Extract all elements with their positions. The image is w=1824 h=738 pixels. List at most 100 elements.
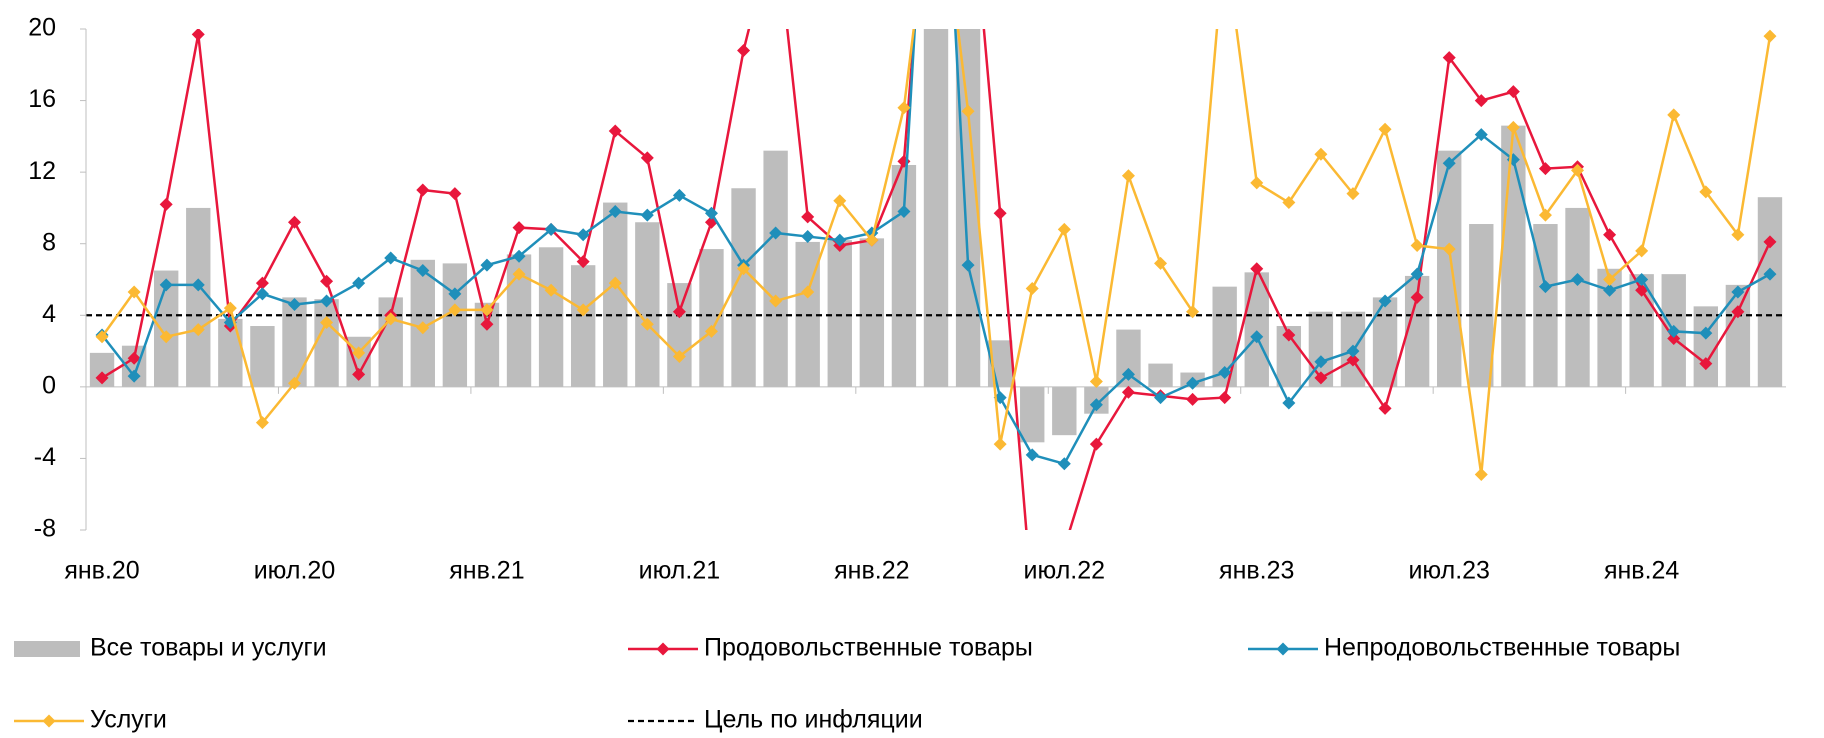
marker <box>576 228 590 242</box>
bar <box>1020 386 1045 443</box>
line <box>101 29 1772 530</box>
marker <box>865 233 879 247</box>
marker <box>1699 185 1713 199</box>
marker <box>255 287 269 301</box>
marker <box>1667 332 1681 346</box>
marker <box>1474 128 1488 142</box>
marker <box>1731 228 1745 242</box>
marker <box>127 351 141 365</box>
marker <box>833 194 847 208</box>
bar <box>1757 197 1783 387</box>
marker <box>127 369 141 383</box>
marker <box>1250 176 1264 190</box>
marker <box>1538 162 1552 176</box>
marker <box>191 29 205 41</box>
y-tick-label: 4 <box>42 300 56 328</box>
marker <box>1410 267 1424 281</box>
y-tick-label: 16 <box>28 85 56 113</box>
marker <box>1699 357 1713 371</box>
marker <box>1346 187 1360 201</box>
x-tick-label: июл.22 <box>1024 557 1106 585</box>
bar <box>763 150 788 387</box>
marker <box>1250 330 1264 344</box>
marker <box>1603 283 1617 297</box>
marker <box>1378 401 1392 415</box>
marker <box>737 262 751 276</box>
plot-area <box>86 29 1786 608</box>
marker <box>1089 398 1103 412</box>
marker <box>1410 290 1424 304</box>
marker <box>352 367 366 381</box>
marker <box>159 330 173 344</box>
marker <box>640 151 654 165</box>
marker <box>769 226 783 240</box>
marker <box>1186 392 1200 406</box>
marker <box>191 278 205 292</box>
marker <box>1025 448 1039 462</box>
marker <box>1057 457 1071 471</box>
marker <box>1410 239 1424 253</box>
x-tick-label: янв.24 <box>1604 557 1679 585</box>
marker <box>480 258 494 272</box>
marker <box>191 323 205 337</box>
marker <box>1442 242 1456 256</box>
marker <box>1218 366 1232 380</box>
marker <box>95 330 109 344</box>
legend-label: Услуги <box>90 706 167 734</box>
marker <box>1026 595 1039 608</box>
marker <box>1121 367 1135 381</box>
marker <box>769 294 783 308</box>
marker <box>1474 94 1488 108</box>
marker <box>159 197 173 211</box>
legend-swatch <box>656 642 670 656</box>
marker <box>352 276 366 290</box>
marker <box>287 215 301 229</box>
marker <box>352 346 366 360</box>
bar <box>1565 207 1590 387</box>
marker <box>1603 273 1617 286</box>
bar <box>250 326 275 387</box>
bar <box>442 263 468 387</box>
marker <box>544 222 558 236</box>
x-tick-label: июл.21 <box>639 557 721 585</box>
marker <box>512 221 526 235</box>
bar <box>1148 363 1173 387</box>
marker <box>1635 273 1649 286</box>
marker <box>737 43 751 57</box>
marker <box>1571 273 1585 286</box>
marker <box>672 188 686 202</box>
marker <box>1667 108 1681 122</box>
marker <box>961 258 975 272</box>
marker <box>1282 196 1296 210</box>
bar <box>282 297 307 387</box>
marker <box>1314 371 1328 385</box>
bar <box>538 247 564 387</box>
marker <box>608 276 622 290</box>
bar <box>667 283 692 387</box>
marker <box>1154 256 1168 270</box>
marker <box>1506 85 1520 99</box>
bar <box>1372 297 1398 387</box>
marker <box>1763 235 1777 249</box>
marker <box>416 183 430 197</box>
bar <box>731 188 756 387</box>
bar <box>1725 284 1751 387</box>
marker <box>801 230 815 244</box>
marker <box>608 124 622 138</box>
marker <box>1763 29 1777 43</box>
x-tick-label: янв.22 <box>834 557 909 585</box>
marker <box>576 303 590 317</box>
marker <box>255 276 269 290</box>
y-tick-label: -4 <box>34 443 56 471</box>
marker <box>512 267 526 281</box>
marker <box>1314 355 1328 369</box>
bar <box>1501 125 1526 387</box>
marker <box>1154 391 1168 405</box>
marker <box>704 206 718 220</box>
marker <box>1346 344 1360 358</box>
marker <box>320 315 334 329</box>
marker <box>1186 305 1200 319</box>
marker <box>448 187 462 201</box>
line <box>101 29 1772 475</box>
marker <box>95 371 109 385</box>
